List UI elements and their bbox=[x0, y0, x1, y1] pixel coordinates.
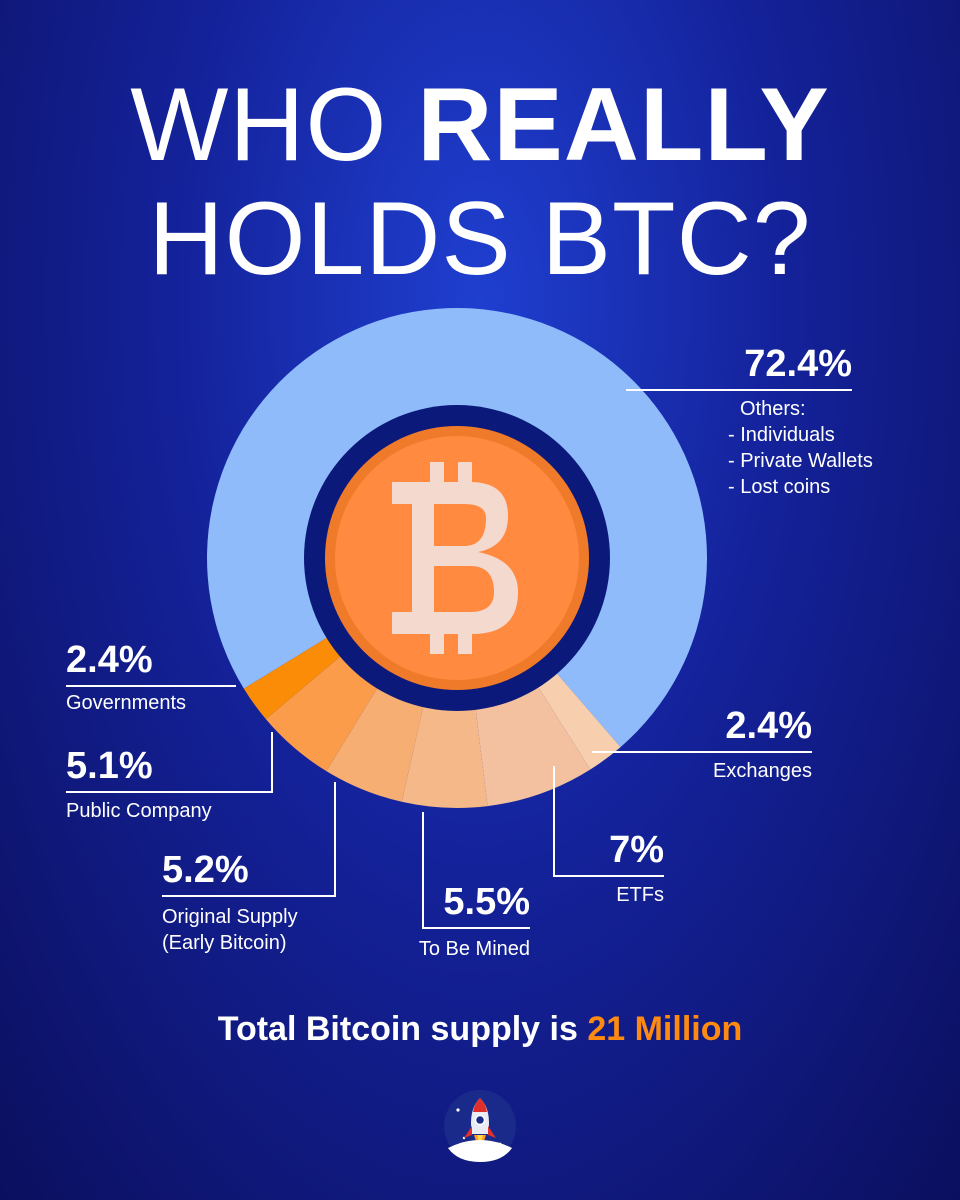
bitcoin-icon bbox=[392, 462, 518, 654]
title-light: WHO bbox=[130, 67, 418, 183]
title-bold: REALLY bbox=[417, 67, 830, 183]
label-public-company-caption: Public Company bbox=[66, 800, 212, 822]
label-others-details: Others: - Individuals - Private Wallets … bbox=[728, 396, 873, 500]
rocket-icon bbox=[444, 1090, 516, 1162]
slice-etfs bbox=[474, 676, 591, 807]
leader-line-etfs bbox=[553, 766, 664, 877]
footer-text: Total Bitcoin supply is bbox=[217, 1010, 588, 1048]
slice-exchanges bbox=[531, 663, 621, 770]
label-to-be-mined-value: 5.5% bbox=[443, 881, 530, 923]
footer-total-supply: Total Bitcoin supply is 21 Million bbox=[0, 1010, 960, 1049]
label-etfs-caption: ETFs bbox=[616, 884, 664, 906]
label-original-supply-caption: Original Supply (Early Bitcoin) bbox=[162, 906, 298, 954]
label-public-company-value: 5.1% bbox=[66, 745, 153, 787]
label-exchanges: 2.4% bbox=[640, 704, 812, 748]
slice-original-supply-early-bitcoin bbox=[326, 677, 427, 802]
label-exchanges-value: 2.4% bbox=[725, 705, 812, 747]
label-to-be-mined: 5.5% bbox=[420, 880, 530, 924]
leader-lines bbox=[66, 389, 852, 929]
title-line-2: HOLDS BTC? bbox=[148, 181, 812, 297]
label-governments: 2.4% bbox=[66, 638, 153, 682]
slice-to-be-mined bbox=[401, 694, 488, 808]
label-original-supply: 5.2% bbox=[162, 848, 249, 892]
label-etfs: 7% bbox=[560, 828, 664, 872]
label-exchanges-caption: Exchanges bbox=[713, 760, 812, 782]
label-to-be-mined-caption: To Be Mined bbox=[418, 938, 530, 960]
label-public-company: 5.1% bbox=[66, 744, 153, 788]
label-others-value: 72.4% bbox=[744, 343, 852, 385]
label-original-supply-value: 5.2% bbox=[162, 849, 249, 891]
others-detail-title: Others: bbox=[740, 398, 806, 420]
leader-line-public-company bbox=[66, 732, 273, 793]
slice-public-company bbox=[265, 648, 384, 772]
leader-line-to-be-mined bbox=[422, 812, 530, 929]
label-etfs-value: 7% bbox=[609, 829, 664, 871]
leader-line-original-supply bbox=[162, 782, 336, 897]
label-governments-value: 2.4% bbox=[66, 639, 153, 681]
label-others: 72.4% bbox=[676, 342, 852, 386]
footer-highlight: 21 Million bbox=[587, 1010, 743, 1048]
others-detail-private-wallets: - Private Wallets bbox=[728, 450, 873, 472]
slice-governments bbox=[243, 631, 350, 720]
others-detail-individuals: - Individuals bbox=[728, 424, 835, 446]
page-title: WHO REALLY HOLDS BTC? bbox=[0, 68, 960, 296]
label-governments-caption: Governments bbox=[66, 692, 187, 714]
others-detail-lost-coins: - Lost coins bbox=[728, 476, 831, 498]
